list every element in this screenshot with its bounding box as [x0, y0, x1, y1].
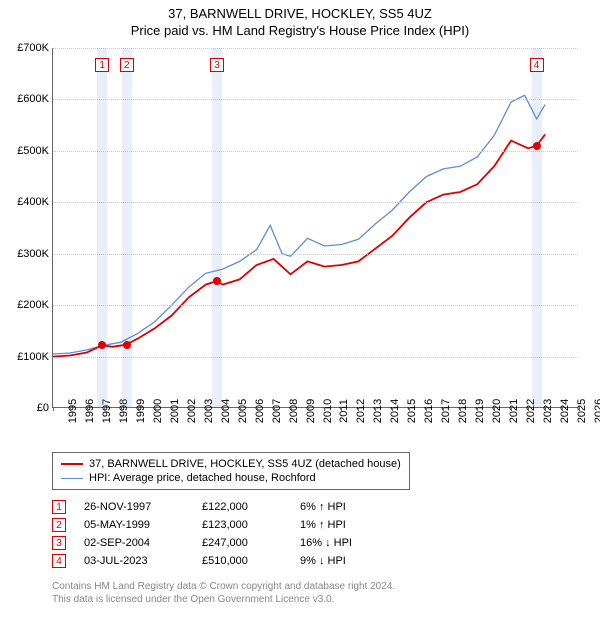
chart-title: 37, BARNWELL DRIVE, HOCKLEY, SS5 4UZ: [0, 0, 600, 23]
sale-band: [532, 48, 542, 407]
sale-row-diff: 1% ↑ HPI: [300, 519, 360, 531]
sale-row: 4 03-JUL-2023 £510,000 9% ↓ HPI: [52, 552, 360, 570]
footer-line-1: Contains HM Land Registry data © Crown c…: [52, 580, 395, 593]
arrow-down-icon: ↓: [325, 537, 331, 549]
sale-row-price: £247,000: [202, 537, 282, 549]
arrow-down-icon: ↓: [319, 555, 325, 567]
legend-swatch: [61, 478, 83, 479]
sale-row: 2 05-MAY-1999 £123,000 1% ↑ HPI: [52, 516, 360, 534]
y-axis-label: £500K: [17, 145, 49, 157]
sale-row-number: 1: [52, 500, 66, 514]
y-axis-label: £300K: [17, 248, 49, 260]
y-axis-label: £100K: [17, 351, 49, 363]
legend-swatch: [61, 463, 83, 465]
sale-row-price: £122,000: [202, 501, 282, 513]
sale-row-price: £123,000: [202, 519, 282, 531]
sale-band: [122, 48, 132, 407]
sale-marker-dot: [533, 142, 541, 150]
chart-subtitle: Price paid vs. HM Land Registry's House …: [0, 23, 600, 42]
sale-row-price: £510,000: [202, 555, 282, 567]
sale-band: [97, 48, 107, 407]
legend-label: HPI: Average price, detached house, Roch…: [89, 472, 316, 484]
sale-marker-box: 4: [530, 58, 544, 72]
sales-table: 1 26-NOV-1997 £122,000 6% ↑ HPI 2 05-MAY-1999…: [52, 498, 360, 570]
sale-marker-dot: [123, 341, 131, 349]
sale-marker-box: 3: [210, 58, 224, 72]
y-axis-label: £200K: [17, 299, 49, 311]
sale-band: [212, 48, 222, 407]
page: 37, BARNWELL DRIVE, HOCKLEY, SS5 4UZ Pri…: [0, 0, 600, 620]
sale-marker-box: 1: [95, 58, 109, 72]
footer-line-2: This data is licensed under the Open Gov…: [52, 593, 395, 606]
chart-lines: [53, 48, 579, 408]
sale-row-diff: 16% ↓ HPI: [300, 537, 360, 549]
sale-marker-dot: [98, 341, 106, 349]
arrow-up-icon: ↑: [319, 519, 325, 531]
sale-row: 1 26-NOV-1997 £122,000 6% ↑ HPI: [52, 498, 360, 516]
y-axis-label: £400K: [17, 196, 49, 208]
sale-row: 3 02-SEP-2004 £247,000 16% ↓ HPI: [52, 534, 360, 552]
legend-label: 37, BARNWELL DRIVE, HOCKLEY, SS5 4UZ (de…: [89, 458, 401, 470]
sale-row-number: 2: [52, 518, 66, 532]
legend-item: 37, BARNWELL DRIVE, HOCKLEY, SS5 4UZ (de…: [61, 457, 401, 471]
sale-row-date: 05-MAY-1999: [84, 519, 184, 531]
legend-item: HPI: Average price, detached house, Roch…: [61, 471, 401, 485]
sale-row-number: 4: [52, 554, 66, 568]
sale-row-diff: 9% ↓ HPI: [300, 555, 360, 567]
y-axis-label: £0: [37, 402, 49, 414]
sale-row-date: 03-JUL-2023: [84, 555, 184, 567]
plot-region: £0£100K£200K£300K£400K£500K£600K£700K199…: [52, 48, 578, 408]
sale-marker-dot: [213, 277, 221, 285]
sale-row-date: 02-SEP-2004: [84, 537, 184, 549]
sale-row-date: 26-NOV-1997: [84, 501, 184, 513]
sale-row-diff: 6% ↑ HPI: [300, 501, 360, 513]
legend-box: 37, BARNWELL DRIVE, HOCKLEY, SS5 4UZ (de…: [52, 452, 410, 490]
x-axis-label: 2026: [579, 399, 600, 423]
sale-row-number: 3: [52, 536, 66, 550]
arrow-up-icon: ↑: [319, 501, 325, 513]
chart-area: £0£100K£200K£300K£400K£500K£600K£700K199…: [52, 48, 578, 408]
sale-marker-box: 2: [120, 58, 134, 72]
y-axis-label: £600K: [17, 93, 49, 105]
footer-attribution: Contains HM Land Registry data © Crown c…: [52, 580, 395, 606]
y-axis-label: £700K: [17, 42, 49, 54]
